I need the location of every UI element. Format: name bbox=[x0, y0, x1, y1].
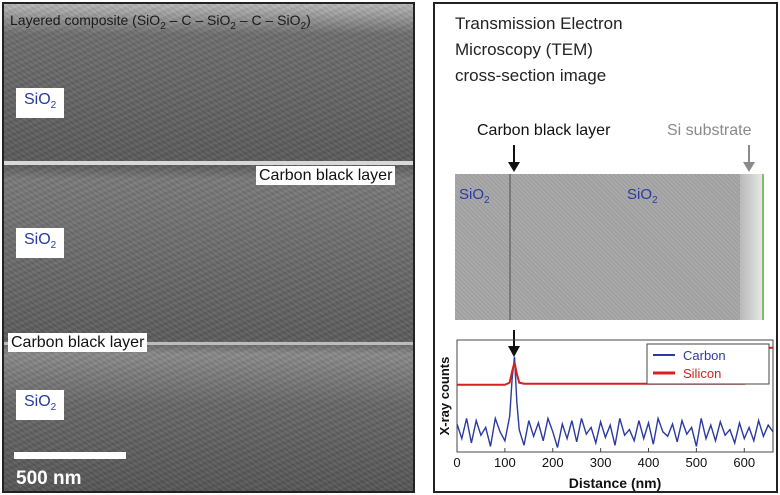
tem-title-line3: cross-section image bbox=[455, 66, 607, 85]
tem-title-line2: Microscopy (TEM) bbox=[455, 40, 593, 59]
x-tick-label: 200 bbox=[542, 455, 564, 470]
sem-texture bbox=[4, 4, 413, 491]
tem-sio2-label-left: SiO2 bbox=[459, 186, 490, 206]
substrate-arrow-head bbox=[743, 162, 755, 172]
sio2-label-bottom: SiO2 bbox=[16, 390, 65, 421]
tem-substrate-label: Si substrate bbox=[667, 122, 752, 139]
sio2-label-top: SiO2 bbox=[16, 88, 65, 119]
tem-texture bbox=[455, 174, 762, 320]
carbon-layer-line-top bbox=[4, 161, 413, 165]
legend-carbon-label: Carbon bbox=[683, 348, 726, 363]
legend-box bbox=[646, 343, 770, 385]
tem-image: SiO2 SiO2 bbox=[455, 174, 764, 320]
x-tick-label: 300 bbox=[590, 455, 612, 470]
tem-panel: Transmission Electron Microscopy (TEM) c… bbox=[433, 2, 778, 493]
x-tick-label: 500 bbox=[686, 455, 708, 470]
carbon-arrow-head bbox=[508, 162, 520, 172]
x-tick-label: 0 bbox=[453, 455, 460, 470]
y-axis-label: X-ray counts bbox=[437, 357, 452, 436]
x-tick-label: 400 bbox=[638, 455, 660, 470]
plot-frame bbox=[456, 339, 774, 453]
tem-sio2-label-right: SiO2 bbox=[627, 186, 658, 206]
x-axis-label: Distance (nm) bbox=[569, 475, 662, 491]
scale-bar-label: 500 nm bbox=[16, 468, 82, 489]
sem-title: Layered composite (SiO2 – C – SiO2 – C –… bbox=[10, 12, 311, 32]
legend-silicon-label: Silicon bbox=[683, 366, 721, 381]
tem-title-line1: Transmission Electron bbox=[455, 14, 623, 33]
tem-arrows bbox=[508, 145, 755, 172]
xray-profile-chart: 0 100 200 300 400 500 600 Distance (nm) X-ray … bbox=[437, 330, 774, 491]
sem-image-panel: Layered composite (SiO2 – C – SiO2 – C –… bbox=[2, 2, 415, 493]
sio2-label-middle: SiO2 bbox=[16, 228, 65, 259]
carbon-layer-line-bottom bbox=[4, 342, 413, 345]
tem-si-substrate bbox=[740, 174, 762, 320]
x-tick-label: 100 bbox=[494, 455, 516, 470]
scale-bar bbox=[14, 452, 126, 459]
carbon-black-label-top: Carbon black layer bbox=[256, 166, 396, 185]
series-line-carbon bbox=[456, 356, 774, 448]
tem-carbon-layer bbox=[509, 174, 511, 320]
chart-carbon-arrow-head bbox=[508, 346, 520, 357]
carbon-black-label-bottom: Carbon black layer bbox=[8, 333, 148, 352]
x-tick-label: 600 bbox=[733, 455, 755, 470]
tem-carbon-label: Carbon black layer bbox=[477, 122, 611, 139]
